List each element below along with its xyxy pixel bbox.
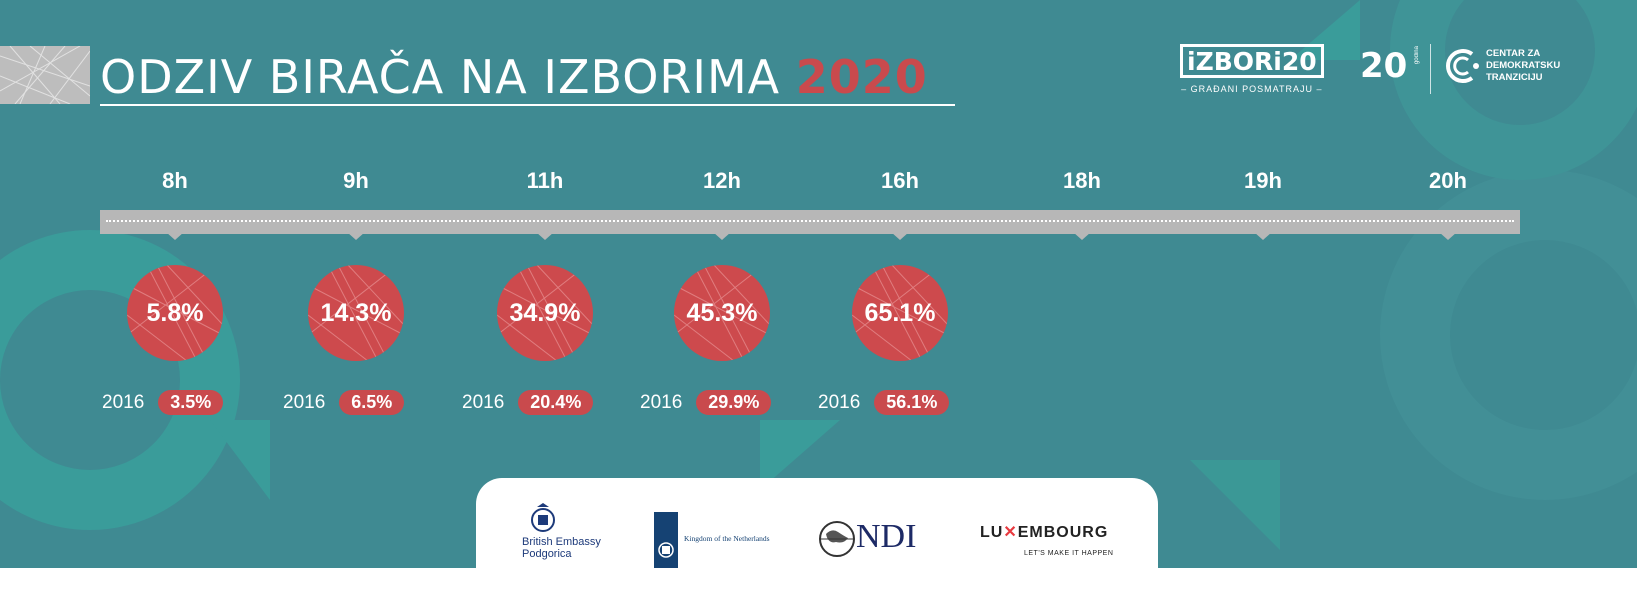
luxembourg-wordmark: LU✕EMBOURG xyxy=(980,524,1109,541)
anniversary-logo: 20 godina xyxy=(1360,46,1420,86)
comparison-year: 2016 xyxy=(640,391,683,413)
infographic-canvas: ODZIV BIRAČA NA IZBORIMA 2020 iZBORi20 –… xyxy=(0,0,1637,568)
timeline-notch xyxy=(891,232,909,240)
timeline-notch xyxy=(347,232,365,240)
hour-label: 18h xyxy=(1063,168,1101,193)
comparison-year: 2016 xyxy=(102,391,145,413)
comparison-value-badge: 29.9% xyxy=(696,390,772,415)
royal-crest-icon xyxy=(531,503,555,532)
timeline-notch xyxy=(1254,232,1272,240)
hour-label: 11h xyxy=(526,168,564,193)
timeline-track xyxy=(100,210,1520,234)
comparison-year: 2016 xyxy=(462,391,505,413)
hour-label: 12h xyxy=(703,168,741,193)
turnout-value: 5.8% xyxy=(146,299,204,327)
british-embassy-logo: British Embassy Podgorica xyxy=(522,502,612,560)
cdt-name: CENTAR ZA DEMOKRATSKU TRANZICIJU xyxy=(1486,48,1561,83)
turnout-value: 14.3% xyxy=(320,299,392,327)
british-embassy-line1: British Embassy xyxy=(522,536,601,548)
turnout-circle: 5.8% xyxy=(127,265,223,361)
netherlands-logo: Kingdom of the Netherlands xyxy=(654,512,794,568)
timeline-notch xyxy=(1073,232,1091,240)
timeline-notch xyxy=(536,232,554,240)
title-underline xyxy=(100,104,955,106)
hour-label: 8h xyxy=(162,168,188,193)
title-pattern-decoration xyxy=(0,46,90,104)
turnout-value: 65.1% xyxy=(864,299,936,327)
background-triangle-decoration xyxy=(210,420,270,500)
ndi-logo: NDI xyxy=(818,518,938,562)
ndi-label: NDI xyxy=(856,518,917,555)
comparison-value-badge: 56.1% xyxy=(874,390,950,415)
comparison-row: 2016 56.1% xyxy=(818,390,950,418)
circle-pattern-decoration xyxy=(674,265,770,361)
comparison-row: 2016 3.5% xyxy=(102,390,224,418)
cdt-mark-icon xyxy=(1446,49,1479,83)
turnout-circle: 65.1% xyxy=(852,265,948,361)
sponsor-panel: British Embassy Podgorica Kingdom of the… xyxy=(476,478,1158,600)
circle-pattern-decoration xyxy=(497,265,593,361)
turnout-value: 34.9% xyxy=(509,299,581,327)
netherlands-label: Kingdom of the Netherlands xyxy=(684,534,770,543)
netherlands-emblem-icon xyxy=(654,512,678,568)
hour-label: 16h xyxy=(881,168,919,193)
hour-label: 19h xyxy=(1244,168,1282,193)
turnout-circle: 14.3% xyxy=(308,265,404,361)
circle-pattern-decoration xyxy=(852,265,948,361)
luxembourg-x-icon: ✕ xyxy=(1003,524,1018,541)
comparison-year: 2016 xyxy=(283,391,326,413)
luxembourg-logo: LU✕EMBOURG LET'S MAKE IT HAPPEN xyxy=(980,522,1130,566)
logo-separator xyxy=(1430,44,1431,94)
circle-pattern-decoration xyxy=(308,265,404,361)
comparison-row: 2016 20.4% xyxy=(462,390,594,418)
turnout-value: 45.3% xyxy=(686,299,758,327)
hour-label: 20h xyxy=(1429,168,1467,193)
anniversary-side-text: godina xyxy=(1413,46,1420,65)
comparison-row: 2016 29.9% xyxy=(640,390,772,418)
izbori-logo: iZBORi20 – GRAĐANI POSMATRAJU – xyxy=(1180,44,1324,94)
turnout-circle: 34.9% xyxy=(497,265,593,361)
turnout-circle: 45.3% xyxy=(674,265,770,361)
british-embassy-line2: Podgorica xyxy=(522,548,572,560)
background-triangle-decoration xyxy=(1190,460,1280,550)
comparison-row: 2016 6.5% xyxy=(283,390,405,418)
hour-label: 9h xyxy=(343,168,369,193)
anniversary-mark: 20 xyxy=(1360,46,1408,86)
izbori-tagline: – GRAĐANI POSMATRAJU – xyxy=(1181,84,1323,94)
globe-icon xyxy=(819,521,855,557)
timeline-dotted-line xyxy=(106,220,1514,222)
timeline-notch xyxy=(1439,232,1457,240)
timeline-notch xyxy=(713,232,731,240)
timeline-notch xyxy=(166,232,184,240)
comparison-year: 2016 xyxy=(818,391,861,413)
luxembourg-tagline: LET'S MAKE IT HAPPEN xyxy=(1024,550,1114,557)
comparison-value-badge: 20.4% xyxy=(518,390,594,415)
izbori-wordmark: iZBORi20 xyxy=(1180,44,1324,78)
background-triangle-decoration xyxy=(1290,0,1360,60)
title-year: 2020 xyxy=(795,50,928,104)
comparison-value-badge: 6.5% xyxy=(339,390,405,415)
background-ring-decoration xyxy=(1390,0,1637,180)
circle-pattern-decoration xyxy=(127,265,223,361)
comparison-value-badge: 3.5% xyxy=(158,390,224,415)
page-title: ODZIV BIRAČA NA IZBORIMA 2020 xyxy=(100,50,928,104)
